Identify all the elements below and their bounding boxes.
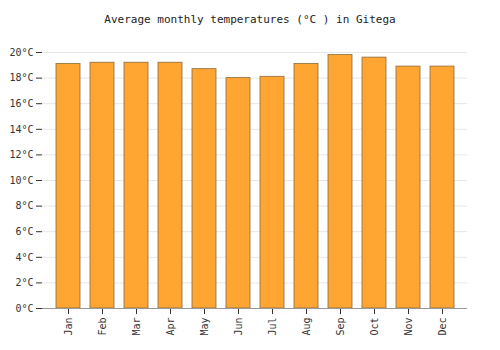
svg-text:8°C: 8°C	[15, 200, 33, 211]
svg-text:Dec: Dec	[437, 318, 448, 336]
svg-text:2°C: 2°C	[15, 277, 33, 288]
svg-text:May: May	[199, 318, 210, 336]
svg-text:Aug: Aug	[301, 318, 312, 336]
svg-text:20°C: 20°C	[9, 47, 33, 58]
svg-text:Jul: Jul	[267, 318, 278, 336]
svg-text:Feb: Feb	[97, 318, 108, 336]
svg-text:Jun: Jun	[233, 318, 244, 336]
svg-text:Mar: Mar	[131, 318, 142, 336]
svg-text:0°C: 0°C	[15, 303, 33, 314]
svg-text:12°C: 12°C	[9, 149, 33, 160]
svg-text:Oct: Oct	[369, 318, 380, 336]
svg-text:18°C: 18°C	[9, 72, 33, 83]
svg-text:Jan: Jan	[63, 318, 74, 336]
svg-text:16°C: 16°C	[9, 98, 33, 109]
svg-text:Apr: Apr	[165, 318, 176, 336]
svg-text:10°C: 10°C	[9, 175, 33, 186]
svg-text:14°C: 14°C	[9, 124, 33, 135]
html-text:Average monthly temperatures (: Average monthly temperatures (°C ) in Gi…	[104, 13, 396, 26]
svg-text:6°C: 6°C	[15, 226, 33, 237]
svg-text:Nov: Nov	[403, 318, 414, 336]
svg-text:4°C: 4°C	[15, 252, 33, 263]
svg-text:Sep: Sep	[335, 318, 346, 336]
